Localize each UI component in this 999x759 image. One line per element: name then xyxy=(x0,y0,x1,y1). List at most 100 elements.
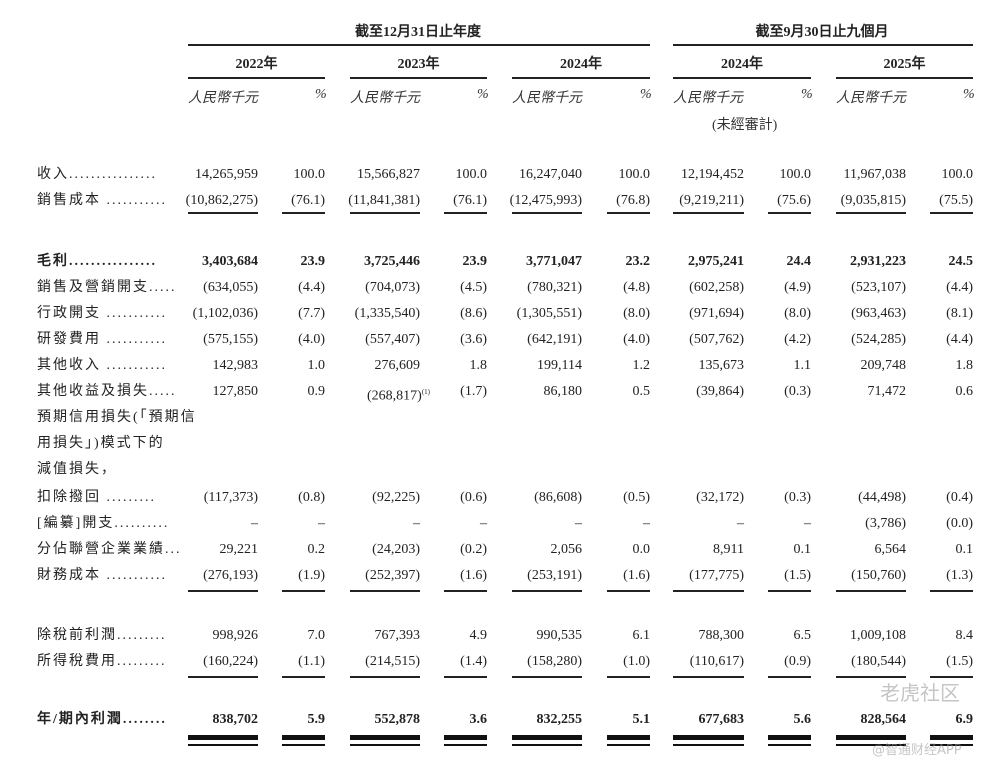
percent-cell: (4.0) xyxy=(185,331,325,349)
amount-cell: (10,862,275) xyxy=(118,192,258,210)
cell-value: (8.1) xyxy=(946,306,973,321)
amount-cell: (117,373) xyxy=(118,489,258,507)
cell-value: 990,535 xyxy=(536,628,583,643)
cell-value: (75.6) xyxy=(777,193,811,208)
amount-cell: 135,673 xyxy=(604,357,745,375)
cell-value: (4.0) xyxy=(298,332,325,347)
cell-value: 1.2 xyxy=(632,358,651,373)
row-label: 毛利................ xyxy=(37,254,157,269)
total-double-underline xyxy=(188,735,258,740)
cell-value: 86,180 xyxy=(543,384,583,399)
percent-cell: (75.6) xyxy=(671,192,811,210)
percent-cell: 100.0 xyxy=(185,166,326,184)
cell-value: 15,566,827 xyxy=(357,167,420,182)
amount-cell: – xyxy=(280,515,420,533)
amount-cell: (523,107) xyxy=(766,279,906,297)
total-double-underline xyxy=(768,744,811,746)
row-label: 行政開支 ........... xyxy=(37,306,167,321)
group-header-year: 截至12月31日止年度 xyxy=(355,25,481,40)
subtotal-underline xyxy=(282,212,325,214)
amount-cell: (780,321) xyxy=(442,279,582,297)
cell-value: – xyxy=(804,516,811,531)
cell-value: (92,225) xyxy=(372,490,420,505)
amount-cell: 3,403,684 xyxy=(118,253,258,271)
percent-cell: (8.0) xyxy=(510,305,650,323)
cell-value: (76.8) xyxy=(616,193,650,208)
amount-cell: (963,463) xyxy=(766,305,906,323)
percent-cell: (8.6) xyxy=(347,305,487,323)
subtotal-underline xyxy=(930,590,973,592)
year-header: 2023年 xyxy=(397,57,440,72)
percent-cell: (4.4) xyxy=(185,279,325,297)
cell-value: – xyxy=(318,516,325,531)
cell-value: (1.4) xyxy=(460,654,487,669)
year-header: 2025年 xyxy=(883,57,926,72)
divider xyxy=(512,77,650,79)
cell-value: (268,817) xyxy=(367,388,422,404)
cell-value: (76.1) xyxy=(453,193,487,208)
amount-cell: (1,102,036) xyxy=(118,305,258,323)
cell-value: – xyxy=(480,516,487,531)
percent-cell: 0.9 xyxy=(185,383,326,401)
percent-cell: 6.5 xyxy=(671,627,812,645)
amount-cell: 276,609 xyxy=(280,357,421,375)
amount-cell: – xyxy=(442,515,582,533)
cell-value: (634,055) xyxy=(203,280,258,295)
percent-cell: 8.4 xyxy=(833,627,974,645)
cell-value: (3,786) xyxy=(865,516,906,531)
subtotal-underline xyxy=(350,590,420,592)
cell-value: 14,265,959 xyxy=(195,167,258,182)
total-double-underline xyxy=(930,735,973,740)
row-label: 收入................ xyxy=(37,167,157,182)
percent-cell: 7.0 xyxy=(185,627,326,645)
watermark-tiger: 老虎社区 xyxy=(880,681,960,705)
cell-value: 24.4 xyxy=(786,254,812,269)
amount-cell: 990,535 xyxy=(442,627,583,645)
year-header: 2024年 xyxy=(721,57,763,72)
cell-value: (4.5) xyxy=(460,280,487,295)
amount-cell: – xyxy=(118,515,258,533)
percent-cell: (0.2) xyxy=(347,541,487,559)
percent-cell: (0.8) xyxy=(185,489,325,507)
cell-value: 209,748 xyxy=(860,358,907,373)
cell-value: (1.7) xyxy=(460,384,487,399)
cell-value: (180,544) xyxy=(851,654,906,669)
unit-pct: % xyxy=(801,87,813,102)
total-double-underline xyxy=(673,744,744,746)
total-double-underline xyxy=(836,735,906,740)
percent-cell: (4.0) xyxy=(510,331,650,349)
cell-value: 1.0 xyxy=(307,358,326,373)
row-label: 分佔聯營企業業績... xyxy=(37,542,182,557)
cell-value: (7.7) xyxy=(298,306,325,321)
percent-cell: 100.0 xyxy=(347,166,488,184)
cell-value: 100.0 xyxy=(293,167,326,182)
cell-value: (1.6) xyxy=(623,568,650,583)
cell-value: (4.4) xyxy=(946,332,973,347)
total-double-underline xyxy=(673,735,744,740)
subtotal-underline xyxy=(607,676,650,678)
footnote-marker: (1) xyxy=(421,388,430,396)
amount-cell: 8,911 xyxy=(604,541,744,559)
percent-cell: (1.1) xyxy=(185,653,325,671)
amount-cell: (9,219,211) xyxy=(604,192,744,210)
percent-cell: (1.6) xyxy=(510,567,650,585)
divider xyxy=(673,44,973,46)
row-label: [編纂]開支.......... xyxy=(37,516,170,531)
percent-cell: 0.5 xyxy=(510,383,651,401)
cell-value: (523,107) xyxy=(851,280,906,295)
unit-pct: % xyxy=(315,87,327,102)
unit-amount: 人民幣千元 xyxy=(350,91,420,106)
cell-value: 100.0 xyxy=(941,167,974,182)
cell-value: (75.5) xyxy=(939,193,973,208)
subtotal-underline xyxy=(930,676,973,678)
subtotal-underline xyxy=(512,676,582,678)
percent-cell: (76.1) xyxy=(347,192,487,210)
cell-value: (1,335,540) xyxy=(354,306,420,321)
amount-cell: (39,864) xyxy=(604,383,744,401)
unit-amount: 人民幣千元 xyxy=(188,91,258,106)
cell-value: 5.9 xyxy=(307,712,326,727)
cell-value: (0.0) xyxy=(946,516,973,531)
cell-value: (8.6) xyxy=(460,306,487,321)
cell-value: 0.6 xyxy=(955,384,974,399)
row-label: 預期信用損失(「預期信 xyxy=(37,410,197,425)
